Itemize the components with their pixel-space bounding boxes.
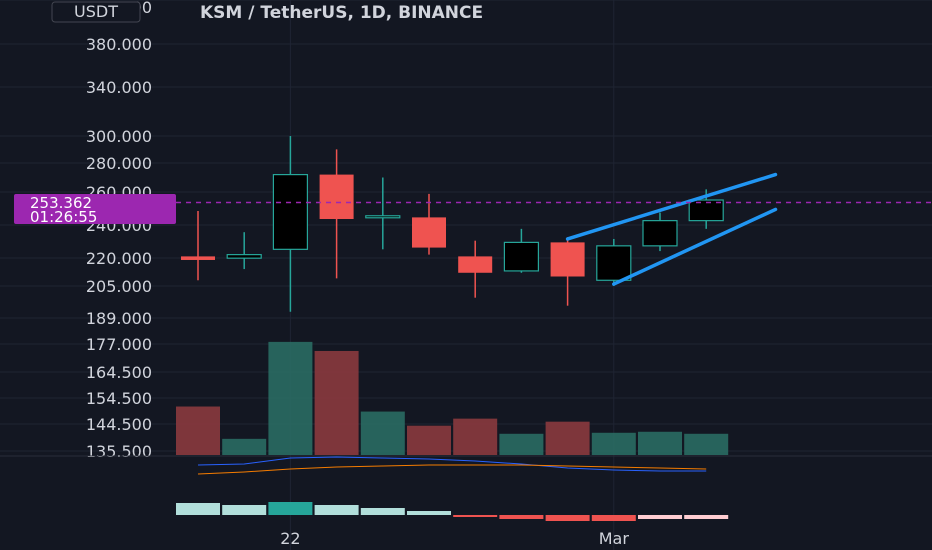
y-tick-label: 144.500 <box>86 415 152 434</box>
candle[interactable] <box>226 232 262 270</box>
volume-bar <box>545 421 590 455</box>
candle-body <box>319 174 354 220</box>
histogram-bar <box>407 511 451 515</box>
candle-body <box>226 254 262 259</box>
histogram-bar <box>638 515 682 519</box>
price-tag-countdown: 01:26:55 <box>30 208 97 226</box>
x-axis: 22Mar8 <box>280 529 630 548</box>
volume-bar <box>638 431 682 455</box>
candle-body <box>365 215 401 219</box>
y-axis: 430.000380.000340.000300.000280.000260.0… <box>86 0 152 461</box>
candle[interactable] <box>365 177 401 250</box>
y-tick-label: 280.000 <box>86 154 152 173</box>
y-tick-label: 300.000 <box>86 127 152 146</box>
currency-badge[interactable]: USDT <box>51 1 141 23</box>
histogram-bar <box>591 515 636 521</box>
candle[interactable] <box>458 240 493 298</box>
x-tick-label: 22 <box>280 529 300 548</box>
volume-bar <box>314 350 359 455</box>
y-tick-label: 164.500 <box>86 363 152 382</box>
candle[interactable] <box>642 212 678 252</box>
y-tick-label: 205.000 <box>86 277 152 296</box>
histogram-bar <box>268 502 313 515</box>
y-tick-label: 340.000 <box>86 78 152 97</box>
volume-bar <box>684 433 729 455</box>
candle-body <box>458 256 493 273</box>
volume-bar <box>499 433 544 455</box>
indicator-fast-line <box>197 456 707 472</box>
currency-badge-label: USDT <box>74 2 118 21</box>
volume-bar <box>268 341 313 455</box>
histogram-bar <box>684 515 729 519</box>
volume-bar <box>591 432 636 455</box>
candle-body <box>688 199 724 222</box>
candle[interactable] <box>412 193 446 255</box>
candle-body <box>503 241 539 272</box>
volume-bar <box>453 418 498 455</box>
price-tag-value: 253.362 <box>30 194 92 212</box>
x-tick-label: Mar <box>599 529 630 548</box>
indicator-pane <box>0 455 932 521</box>
candle[interactable] <box>181 210 215 281</box>
trendline-lower[interactable] <box>612 207 778 286</box>
candle-body <box>412 217 446 248</box>
candle[interactable] <box>596 238 632 286</box>
volume-bar <box>360 411 405 455</box>
histogram-bar <box>453 515 498 517</box>
y-tick-label: 177.000 <box>86 335 152 354</box>
trend-channel[interactable] <box>565 172 778 286</box>
y-tick-label: 189.000 <box>86 309 152 328</box>
candle[interactable] <box>272 136 308 312</box>
histogram-bar <box>314 505 359 515</box>
candle[interactable] <box>319 149 354 279</box>
y-tick-label: 154.500 <box>86 389 152 408</box>
candle-body <box>596 245 632 281</box>
candles[interactable] <box>181 136 724 312</box>
y-tick-label: 380.000 <box>86 35 152 54</box>
trendline-upper[interactable] <box>565 172 778 241</box>
candle-body <box>642 220 678 247</box>
candle[interactable] <box>503 228 539 273</box>
candle[interactable] <box>550 237 585 306</box>
indicator-slow-line <box>197 464 707 475</box>
chart-title: KSM / TetherUS, 1D, BINANCE <box>200 3 483 23</box>
histogram-bar <box>545 515 590 521</box>
histogram-bar <box>499 515 544 519</box>
candle-body <box>272 173 308 250</box>
price-tag: 253.362 01:26:55 <box>14 194 176 226</box>
histogram-bar <box>360 508 405 515</box>
volume-bar <box>222 438 267 455</box>
volume-bars <box>176 341 729 455</box>
y-tick-label: 220.000 <box>86 249 152 268</box>
candle-body <box>181 256 215 260</box>
volume-bar <box>176 406 220 455</box>
histogram-bar <box>222 505 267 515</box>
candle-body <box>550 242 585 277</box>
volume-bar <box>407 425 451 455</box>
histogram-bar <box>176 503 220 515</box>
y-tick-label: 135.500 <box>86 442 152 461</box>
